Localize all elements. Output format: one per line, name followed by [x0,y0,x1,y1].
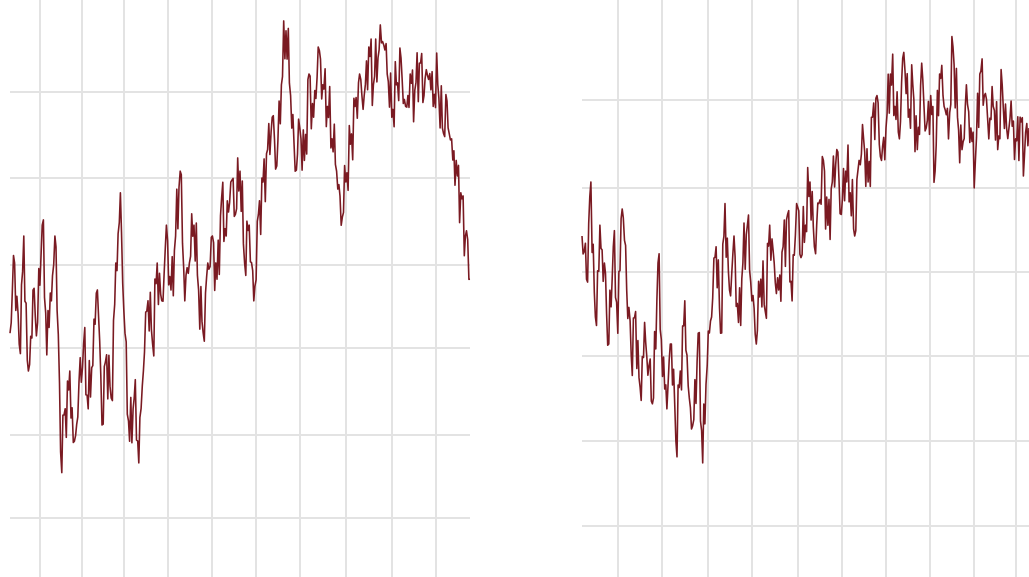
chart-panel-left [9,0,471,577]
gridlines [10,0,470,577]
gridlines [582,0,1029,577]
series-line [581,35,1029,464]
series-line [9,20,471,474]
chart-panel-right [581,0,1029,577]
